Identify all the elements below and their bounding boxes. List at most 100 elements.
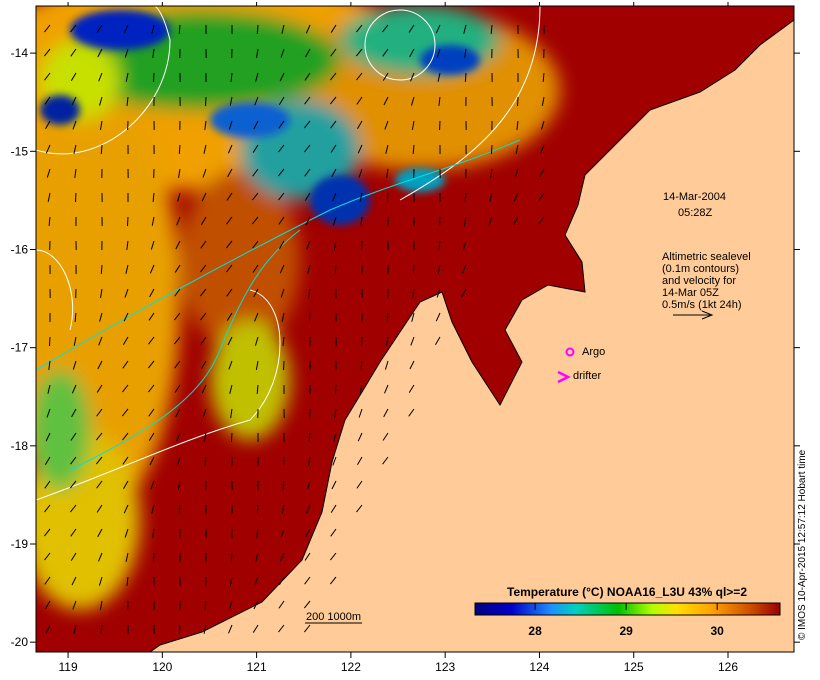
velocity-arrow xyxy=(201,360,207,370)
velocity-arrow xyxy=(98,576,103,586)
velocity-arrow xyxy=(44,552,51,561)
velocity-arrow xyxy=(253,600,259,610)
velocity-arrow xyxy=(411,312,415,322)
velocity-arrow xyxy=(386,168,389,178)
velocity-arrow xyxy=(203,144,207,154)
velocity-arrow xyxy=(148,408,155,417)
velocity-arrow xyxy=(461,288,467,298)
velocity-arrow xyxy=(278,192,285,201)
velocity-arrow xyxy=(408,24,415,33)
velocity-arrow xyxy=(45,144,51,154)
velocity-arrow xyxy=(229,576,233,586)
velocity-arrow xyxy=(253,288,259,298)
velocity-arrow xyxy=(278,120,285,129)
velocity-arrow xyxy=(385,336,389,346)
velocity-arrow xyxy=(229,384,233,394)
velocity-arrow xyxy=(254,96,259,106)
velocity-arrow xyxy=(308,288,311,298)
map-frame xyxy=(35,5,795,653)
velocity-arrow xyxy=(148,384,155,393)
velocity-arrow xyxy=(96,24,103,33)
velocity-arrow xyxy=(513,192,519,202)
velocity-arrow xyxy=(122,384,129,393)
velocity-arrow xyxy=(45,120,51,130)
velocity-arrow xyxy=(304,96,311,105)
velocity-arrow xyxy=(359,192,363,202)
velocity-arrow xyxy=(278,216,285,225)
velocity-arrow xyxy=(435,24,441,34)
velocity-arrow xyxy=(71,408,77,418)
velocity-arrow xyxy=(148,336,155,345)
velocity-arrow xyxy=(152,528,155,538)
velocity-arrow xyxy=(173,336,181,345)
velocity-arrow xyxy=(255,552,259,562)
velocity-arrow xyxy=(357,456,363,466)
velocity-arrow xyxy=(279,240,285,250)
velocity-arrow xyxy=(515,144,519,154)
velocity-arrow xyxy=(72,360,77,370)
colorbar-tick-label: 29 xyxy=(619,624,633,638)
velocity-arrow xyxy=(44,96,51,105)
velocity-arrow xyxy=(70,504,77,513)
velocity-arrow xyxy=(178,168,181,178)
velocity-arrow xyxy=(281,312,285,322)
x-tick-label: 123 xyxy=(435,660,455,674)
velocity-arrow xyxy=(277,168,285,177)
velocity-arrow xyxy=(95,432,103,441)
velocity-arrow xyxy=(281,24,285,34)
velocity-arrow xyxy=(174,288,181,297)
drifter-marker-icon xyxy=(557,370,571,384)
velocity-arrow xyxy=(44,456,51,465)
velocity-arrow xyxy=(152,48,155,58)
velocity-arrow xyxy=(152,192,155,203)
velocity-note-line: and velocity for xyxy=(662,275,736,287)
velocity-arrow xyxy=(463,216,467,226)
velocity-arrow xyxy=(462,240,467,250)
velocity-arrow xyxy=(329,72,337,81)
velocity-arrow xyxy=(385,144,389,154)
velocity-arrow xyxy=(122,432,129,441)
velocity-arrow xyxy=(44,24,51,33)
velocity-arrow xyxy=(71,576,77,586)
velocity-arrow xyxy=(386,312,389,323)
velocity-arrow xyxy=(48,360,51,370)
velocity-arrow xyxy=(177,192,181,202)
velocity-arrow xyxy=(304,576,311,585)
velocity-arrow xyxy=(256,528,259,538)
velocity-arrow xyxy=(98,552,103,562)
velocity-arrow xyxy=(356,24,363,33)
velocity-arrow xyxy=(382,48,389,57)
velocity-arrow xyxy=(256,384,259,395)
velocity-arrow xyxy=(43,48,51,57)
velocity-arrow xyxy=(151,24,155,34)
velocity-arrow xyxy=(436,288,441,298)
velocity-arrow xyxy=(382,456,389,465)
velocity-arrow xyxy=(382,72,389,81)
velocity-arrow xyxy=(359,384,363,394)
velocity-arrow xyxy=(173,312,181,321)
velocity-arrow xyxy=(516,120,519,130)
velocity-arrow xyxy=(125,72,129,82)
velocity-arrow xyxy=(46,408,51,418)
velocity-arrow xyxy=(305,48,311,58)
velocity-arrow xyxy=(278,144,285,153)
velocity-arrow xyxy=(280,288,285,298)
velocity-arrow xyxy=(176,432,181,442)
velocity-arrow xyxy=(278,600,285,609)
velocity-arrow xyxy=(254,312,259,322)
velocity-arrow xyxy=(538,216,545,225)
velocity-arrow xyxy=(124,288,129,298)
velocity-arrow xyxy=(200,264,207,273)
x-tick-label: 126 xyxy=(718,660,738,674)
velocity-arrow xyxy=(45,432,51,442)
velocity-arrow xyxy=(200,336,207,345)
velocity-arrow xyxy=(95,456,103,465)
velocity-arrow xyxy=(308,432,311,443)
velocity-arrow xyxy=(279,576,285,586)
velocity-arrow xyxy=(330,48,337,57)
velocity-arrow xyxy=(227,168,233,178)
velocity-arrow xyxy=(541,96,545,106)
velocity-arrow xyxy=(331,168,337,178)
velocity-arrow xyxy=(540,144,545,154)
